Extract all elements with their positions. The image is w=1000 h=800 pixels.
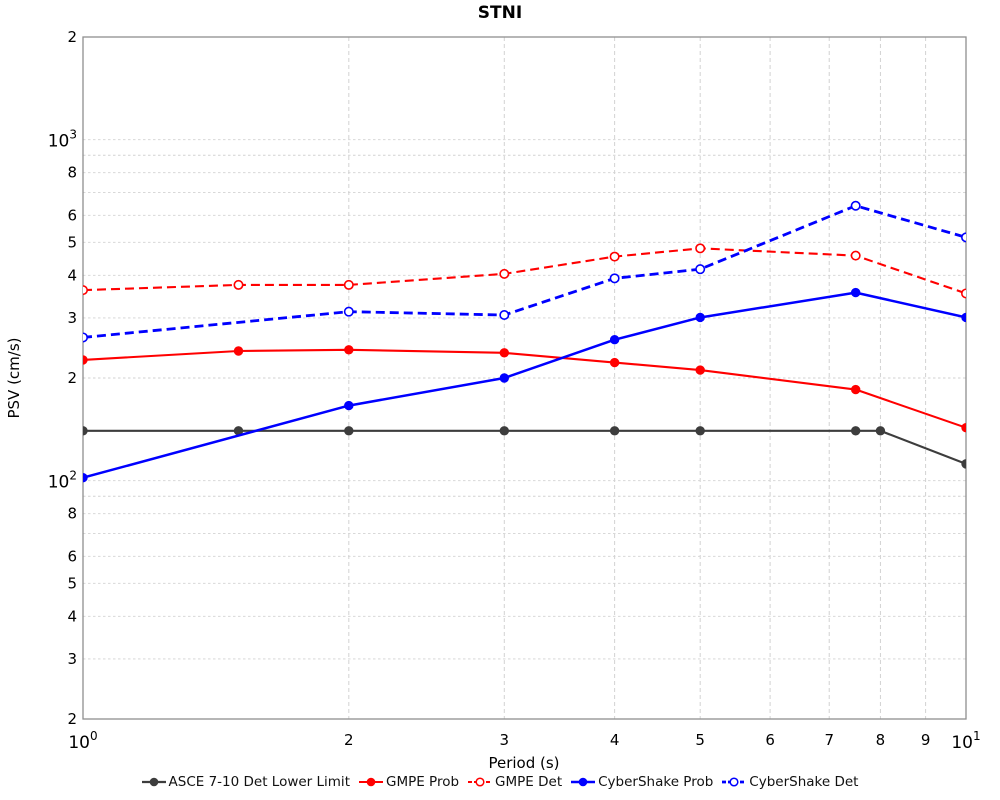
y-tick-label: 102: [48, 469, 77, 493]
legend-item-cybershake-det: CyberShake Det: [722, 774, 858, 790]
figure-background: [0, 0, 1000, 772]
data-point-icon: [961, 312, 966, 323]
x-tick-label: 6: [765, 731, 775, 749]
data-point-icon: [695, 365, 705, 375]
data-point-icon: [850, 384, 861, 395]
data-point-icon: [344, 345, 354, 355]
x-axis-label: Period (s): [488, 754, 560, 772]
legend-marker-icon: [358, 777, 383, 787]
data-point-icon: [499, 373, 509, 383]
legend-item-cybershake-prob: CyberShake Prob: [571, 774, 713, 790]
series-markers-gmpe-det: [83, 243, 966, 299]
legend-label: GMPE Prob: [385, 774, 460, 790]
legend-label: GMPE Det: [495, 774, 563, 790]
legend: ASCE 7-10 Det Lower Limit GMPE Prob GMPE D…: [0, 774, 1000, 790]
y-tick-label: 5: [67, 574, 77, 592]
data-point-icon: [499, 268, 510, 279]
chart-title: STNI: [477, 3, 523, 23]
y-tick-label: 3: [67, 650, 77, 668]
series-markers-gmpe-prob: [83, 345, 966, 433]
data-point-icon: [850, 200, 861, 211]
x-tick-label: 7: [824, 731, 834, 749]
x-tick-label: 2: [344, 731, 354, 749]
data-point-icon: [695, 426, 705, 436]
x-tick-label: 8: [876, 731, 886, 749]
series-markers-cybershake-det: [83, 200, 966, 343]
data-point-icon: [499, 348, 509, 358]
data-point-icon: [961, 422, 966, 433]
data-point-icon: [850, 287, 861, 298]
data-point-icon: [344, 400, 354, 411]
data-point-icon: [609, 357, 620, 368]
y-tick-label: 6: [67, 547, 77, 565]
legend-label: ASCE 7-10 Det Lower Limit: [168, 774, 350, 790]
data-point-icon: [609, 251, 620, 262]
data-point-icon: [850, 250, 861, 261]
data-point-icon: [609, 426, 620, 436]
data-point-icon: [233, 279, 244, 290]
y-tick-label: 4: [67, 607, 77, 625]
legend-marker-icon: [722, 777, 747, 787]
x-tick-label: 100: [68, 729, 97, 753]
data-point-icon: [83, 355, 88, 365]
y-tick-label: 8: [67, 164, 77, 182]
legend-marker-icon: [468, 777, 493, 787]
series-markers-asce-7-10-det-lower-limit: [83, 426, 966, 469]
legend-marker-icon: [571, 777, 596, 787]
y-axis-ticks: 2 103 8 6 5 4 3 2 102 8 6 5 4 3 2: [48, 28, 77, 728]
data-point-icon: [83, 473, 88, 483]
plot-frame: [82, 36, 967, 720]
legend-item-gmpe-prob: GMPE Prob: [358, 774, 460, 790]
legend-marker-icon: [141, 777, 166, 787]
y-tick-label: 8: [67, 505, 77, 523]
data-point-icon: [961, 232, 966, 243]
data-point-icon: [609, 273, 620, 284]
data-point-icon: [961, 459, 966, 469]
legend-label: CyberShake Prob: [598, 774, 714, 790]
legend-item-asce-7-10-det-lower-limit: ASCE 7-10 Det Lower Limit: [141, 774, 350, 790]
legend-label: CyberShake Det: [749, 774, 859, 790]
data-point-icon: [343, 306, 354, 317]
x-tick-label: 3: [500, 731, 510, 749]
data-point-icon: [961, 288, 966, 299]
data-point-icon: [83, 332, 88, 343]
data-point-icon: [343, 279, 354, 290]
data-point-icon: [233, 346, 244, 356]
x-tick-label: 5: [695, 731, 705, 749]
x-tick-label: 4: [610, 731, 620, 749]
data-point-icon: [850, 426, 861, 436]
data-point-icon: [83, 285, 88, 296]
y-tick-label: 6: [67, 206, 77, 224]
y-axis-label: PSV (cm/s): [5, 337, 23, 419]
x-tick-label: 101: [951, 729, 980, 753]
data-point-icon: [83, 426, 88, 436]
grid: [83, 37, 966, 719]
y-tick-label: 5: [67, 233, 77, 251]
y-tick-label: 2: [67, 710, 77, 728]
data-point-icon: [695, 312, 705, 323]
series-markers-cybershake-prob: [83, 287, 966, 483]
x-axis-ticks: 100 2 3 4 5 6 7 8 9 101: [68, 729, 980, 753]
data-point-icon: [695, 243, 706, 254]
legend-item-gmpe-det: GMPE Det: [468, 774, 562, 790]
y-tick-label: 2: [67, 28, 77, 46]
y-tick-label: 3: [67, 309, 77, 327]
x-tick-label: 9: [921, 731, 931, 749]
data-point-icon: [695, 264, 706, 275]
series-line-gmpe-det: [83, 247, 966, 295]
data-point-icon: [609, 335, 620, 345]
data-point-icon: [875, 426, 886, 436]
y-tick-label: 2: [67, 369, 77, 387]
data-point-icon: [499, 310, 510, 321]
y-tick-label: 103: [48, 128, 77, 152]
data-point-icon: [499, 426, 509, 436]
y-tick-label: 4: [67, 266, 77, 284]
data-point-icon: [344, 426, 354, 436]
